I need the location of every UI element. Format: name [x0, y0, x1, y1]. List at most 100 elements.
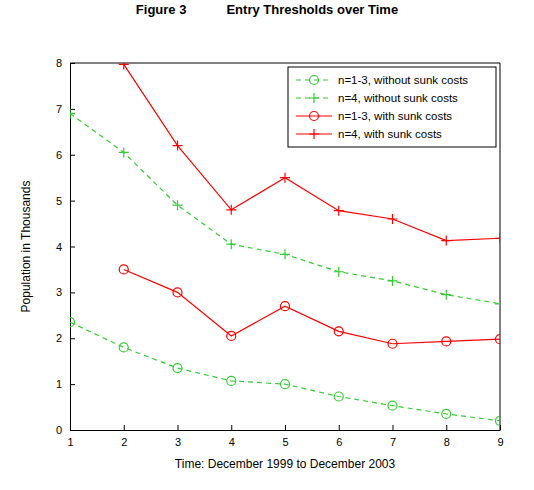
series-line [70, 322, 500, 421]
frame-top [70, 63, 500, 64]
marker-group [495, 299, 500, 309]
marker [173, 364, 182, 373]
x-tick-label: 8 [444, 436, 450, 448]
series-line [124, 64, 500, 240]
x-tick-mark [393, 425, 394, 430]
marker-group [173, 364, 182, 373]
marker [442, 409, 451, 418]
marker [226, 239, 236, 249]
x-axis: 123456789 [67, 425, 503, 448]
legend-marker [309, 93, 319, 103]
y-tick-mark [70, 430, 75, 431]
y-tick-label: 6 [56, 149, 62, 161]
x-tick-mark [446, 425, 447, 430]
marker-group [496, 416, 501, 425]
legend-label: n=4, with sunk costs [338, 128, 442, 140]
marker [280, 173, 290, 183]
y-tick-mark [70, 247, 75, 248]
y-axis: 012345678 [56, 57, 75, 436]
marker-group [334, 206, 344, 216]
legend-label: n=1-3, without sunk costs [338, 74, 468, 86]
legend-box [288, 67, 496, 147]
marker-group [70, 108, 75, 118]
x-tick: 8 [444, 425, 450, 448]
marker-group [226, 239, 236, 249]
x-tick-mark [285, 425, 286, 430]
x-tick: 4 [229, 425, 235, 448]
x-axis-line [71, 430, 501, 431]
x-tick-label: 6 [336, 436, 342, 448]
y-axis-title: Population in Thousands [19, 181, 33, 313]
marker-group [442, 337, 451, 346]
legend-marker-group [309, 93, 319, 103]
marker-group [334, 267, 344, 277]
y-tick-label: 4 [56, 241, 62, 253]
marker [119, 265, 128, 274]
marker-group [281, 380, 290, 389]
marker [334, 327, 343, 336]
legend-marker [310, 76, 319, 85]
marker [334, 392, 343, 401]
x-axis-title: Time: December 1999 to December 2003 [175, 457, 396, 471]
marker-group [119, 265, 128, 274]
marker [442, 337, 451, 346]
marker [280, 249, 290, 259]
title-line: Figure 3 Entry Thresholds over Time [136, 2, 398, 17]
y-tick: 6 [56, 149, 75, 161]
marker [119, 63, 129, 69]
x-tick-label: 5 [282, 436, 288, 448]
marker [495, 233, 500, 243]
marker-group [441, 236, 451, 246]
marker-group [281, 302, 290, 311]
x-tick-mark [178, 425, 179, 430]
marker [119, 147, 129, 157]
marker-group [119, 63, 129, 69]
marker-group [70, 318, 75, 327]
legend-marker-group [310, 76, 319, 85]
y-tick-label: 0 [56, 424, 62, 436]
marker [496, 335, 501, 344]
marker [226, 205, 236, 215]
y-tick-mark [70, 109, 75, 110]
y-tick: 4 [56, 241, 75, 253]
legend-marker-group [309, 129, 319, 139]
y-tick-mark [70, 155, 75, 156]
x-tick-label: 3 [175, 436, 181, 448]
legend-marker [310, 112, 319, 121]
x-tick: 2 [121, 425, 127, 448]
y-tick-mark [70, 384, 75, 385]
marker-group [496, 335, 501, 344]
marker-group [442, 409, 451, 418]
marker [281, 380, 290, 389]
x-tick-mark [339, 425, 340, 430]
marker-group [119, 147, 129, 157]
y-tick-mark [70, 338, 75, 339]
marker-group [226, 205, 236, 215]
plot: 123456789012345678n=1-3, without sunk co… [56, 57, 505, 448]
x-tick-label: 9 [497, 436, 503, 448]
marker [70, 108, 75, 118]
marker-group [280, 173, 290, 183]
x-tick-label: 7 [390, 436, 396, 448]
marker [70, 318, 75, 327]
y-tick-label: 5 [56, 195, 62, 207]
subtitle: Entry Thresholds over Time [226, 2, 398, 17]
chart: Figure 3Entry Thresholds over Time123456… [0, 0, 534, 490]
marker-group [227, 376, 236, 385]
x-tick: 3 [175, 425, 181, 448]
y-tick-label: 2 [56, 332, 62, 344]
y-tick-label: 8 [56, 57, 62, 69]
marker [334, 206, 344, 216]
series-line [124, 269, 500, 343]
marker [173, 141, 183, 151]
marker-group [173, 200, 183, 210]
y-tick: 0 [56, 424, 75, 436]
marker-group [388, 339, 397, 348]
x-tick: 6 [336, 425, 342, 448]
legend-label: n=1-3, with sunk costs [338, 110, 452, 122]
marker [173, 288, 182, 297]
title: Figure 3 [136, 2, 187, 17]
y-tick-mark [70, 201, 75, 202]
legend-label: n=4, without sunk costs [338, 92, 458, 104]
marker-group [441, 290, 451, 300]
